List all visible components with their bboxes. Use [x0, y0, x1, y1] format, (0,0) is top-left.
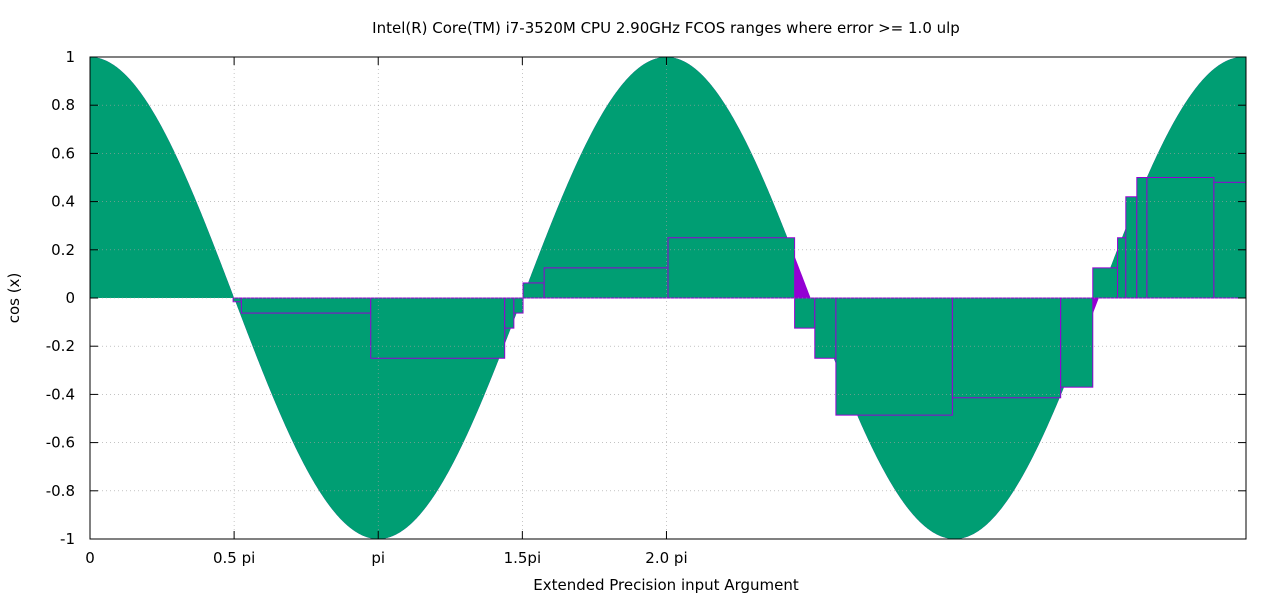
- x-axis: 0 0.5 pi pi 1.5pi 2.0 pi: [85, 57, 688, 567]
- grid: [90, 57, 1246, 539]
- y-tick-label: 1: [65, 48, 75, 66]
- error-range-box: [504, 297, 515, 329]
- error-range-box: [1060, 297, 1094, 388]
- y-axis: 1 0.8 0.6 0.4 0.2 0 -0.2 -0.4 -0.6 -0.8 -1: [46, 48, 1246, 548]
- error-range-box: [1125, 196, 1138, 299]
- x-tick-label: 2.0 pi: [645, 549, 687, 567]
- y-tick-label: -1: [60, 530, 75, 548]
- error-range-box: [951, 297, 1062, 399]
- error-range-box: [1146, 177, 1215, 299]
- y-tick-label: 0: [65, 289, 75, 307]
- y-tick-label: -0.4: [46, 385, 75, 403]
- error-range-box: [1213, 181, 1247, 299]
- error-range-box: [1092, 267, 1119, 299]
- error-range-box: [543, 267, 669, 299]
- x-tick-label: 1.5pi: [504, 549, 542, 567]
- error-range-box: [370, 297, 506, 359]
- y-tick-label: 0.2: [51, 241, 75, 259]
- error-range-box: [794, 297, 816, 329]
- y-tick-label: 0.8: [51, 96, 75, 114]
- x-tick-label: 0: [85, 549, 95, 567]
- y-tick-label: -0.2: [46, 337, 75, 355]
- y-tick-label: 0.6: [51, 144, 75, 162]
- error-range-box: [835, 297, 953, 416]
- error-range-box: [1136, 177, 1148, 299]
- y-tick-label: -0.8: [46, 482, 75, 500]
- error-range-box: [667, 237, 796, 299]
- chart-title: Intel(R) Core(TM) i7-3520M CPU 2.90GHz F…: [372, 19, 960, 37]
- error-range-box: [240, 297, 372, 314]
- y-tick-label: -0.6: [46, 434, 75, 452]
- y-axis-title: cos (x): [5, 273, 23, 324]
- x-tick-label: pi: [371, 549, 385, 567]
- error-range-box: [1117, 237, 1127, 299]
- y-tick-label: 0.4: [51, 193, 75, 211]
- error-range-box: [513, 297, 524, 314]
- x-tick-label: 0.5 pi: [213, 549, 255, 567]
- plot-area: [90, 57, 1247, 539]
- error-range-box: [522, 282, 545, 299]
- error-range-box: [814, 297, 837, 359]
- x-axis-title: Extended Precision input Argument: [533, 576, 799, 594]
